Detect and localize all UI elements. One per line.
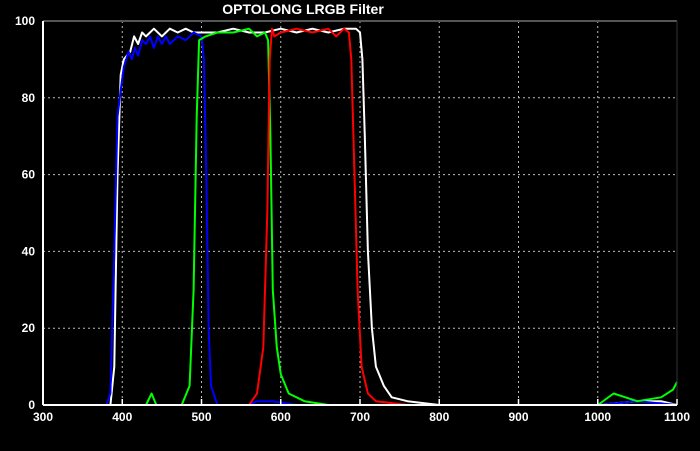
x-tick-label: 400 — [112, 410, 132, 424]
x-tick-label: 500 — [191, 410, 211, 424]
x-tick-label: 700 — [350, 410, 370, 424]
series-line-2 — [43, 27, 678, 406]
series-line-0 — [43, 27, 678, 406]
x-tick-label: 1100 — [664, 410, 690, 424]
series-line-1 — [43, 31, 678, 406]
y-tick-label: 60 — [22, 168, 36, 182]
x-tick-label: 800 — [429, 410, 449, 424]
x-tick-label: 1000 — [584, 410, 611, 424]
y-tick-label: 100 — [15, 14, 35, 28]
series-line-3 — [43, 27, 677, 406]
y-tick-label: 40 — [22, 244, 36, 258]
x-tick-label: 900 — [508, 410, 528, 424]
y-tick-label: 0 — [28, 398, 35, 412]
y-tick-label: 80 — [22, 91, 36, 105]
y-tick-label: 20 — [22, 321, 36, 335]
chart-title: OPTOLONG LRGB Filter — [222, 1, 384, 17]
x-tick-label: 600 — [271, 410, 291, 424]
x-tick-label: 300 — [33, 410, 53, 424]
